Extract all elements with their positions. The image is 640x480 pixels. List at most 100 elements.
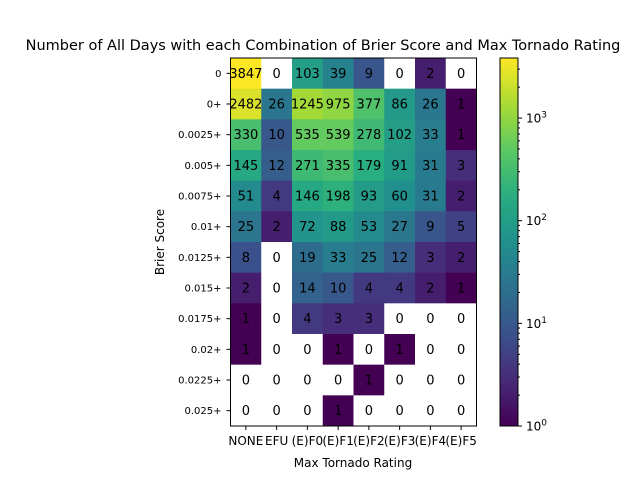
heatmap-cell [353,58,385,90]
heatmap-cell [230,364,262,396]
heatmap-cell [322,211,354,243]
heatmap-cell [322,272,354,304]
y-tick-label: 0.0225+ [178,376,221,387]
cell-value-label: 0 [303,404,311,419]
heatmap-cell [292,272,324,304]
heatmap-cell [261,150,293,182]
cell-value-label: 0 [272,404,280,419]
cell-value-label: 25 [238,220,255,235]
cell-value-label: 2 [457,190,465,205]
heatmap-cell [384,88,416,120]
cell-value-label: 335 [326,159,351,174]
cell-value-label: 146 [295,190,320,205]
cell-value-label: 9 [426,220,434,235]
heatmap-cell [322,88,354,120]
heatmap-cell [445,211,477,243]
heatmap-cell [415,242,447,274]
cell-value-label: 31 [422,159,439,174]
heatmap-cell [384,58,416,90]
heatmap-cell [230,150,262,182]
cell-value-label: 4 [365,282,373,297]
x-tick-label: (E)F2 [353,434,384,448]
heatmap-cell [261,395,293,427]
heatmap-cell [415,272,447,304]
cell-value-label: 330 [233,128,258,143]
cell-value-label: 0 [395,404,403,419]
heatmap-cell [230,272,262,304]
cell-value-label: 3 [334,312,342,327]
x-tick-label: NONE [228,434,263,448]
cell-value-label: 27 [391,220,408,235]
x-tick-label: (E)F3 [384,434,415,448]
cell-value-label: 25 [361,251,378,266]
heatmap-cell [322,334,354,366]
heatmap-cell [353,88,385,120]
cell-value-label: 145 [233,159,258,174]
cell-value-label: 0 [457,374,465,389]
heatmap-cell [384,150,416,182]
heatmap-cell [261,242,293,274]
cell-value-label: 1 [457,128,465,143]
heatmap-cell [322,180,354,212]
y-tick-label: 0 [215,69,221,80]
cell-value-label: 2 [426,282,434,297]
x-tick-label: EFU [265,434,288,448]
cell-value-label: 1 [242,343,250,358]
heatmap-cell [353,364,385,396]
heatmap-cell [261,119,293,151]
cell-value-label: 93 [361,190,378,205]
cell-value-label: 0 [365,404,373,419]
cell-value-label: 975 [326,98,351,113]
plot-frame [230,57,477,427]
x-tick-label: (E)F1 [322,434,353,448]
heatmap-cell [415,119,447,151]
cell-value-label: 1 [395,343,403,358]
colorbar-tick-label: 100 [526,419,547,434]
heatmap-cell [292,334,324,366]
heatmap-cell [230,211,262,243]
heatmap-cell [322,242,354,274]
y-axis-ticks: 0 0+ 0.0025+ 0.005+ 0.0075+ 0.01+ 0.0125+ 0.015… [178,69,231,417]
cell-value-label: 0 [242,404,250,419]
cell-value-label: 3 [457,159,465,174]
y-tick-label: 0.01+ [191,222,222,233]
cell-value-label: 10 [330,282,347,297]
heatmap-cell [415,150,447,182]
heatmap-cell [445,364,477,396]
cell-value-label: 26 [268,98,285,113]
heatmap-cell [445,88,477,120]
heatmap-cell [445,272,477,304]
heatmap-cell [292,364,324,396]
heatmap-cell [353,272,385,304]
y-tick-label: 0.0125+ [178,253,221,264]
colorbar [499,57,519,427]
cell-value-label: 1 [334,343,342,358]
y-tick-label: 0+ [207,100,222,111]
cell-value-label: 39 [330,67,347,82]
heatmap-cell [445,395,477,427]
cell-value-label: 0 [426,312,434,327]
cell-value-label: 0 [457,404,465,419]
cell-value-label: 0 [426,404,434,419]
heatmap-cell [230,180,262,212]
cell-value-label: 0 [272,282,280,297]
cell-value-label: 377 [356,98,381,113]
cell-value-label: 102 [387,128,412,143]
heatmap-cell [292,303,324,335]
y-tick-label: 0.02+ [191,345,222,356]
heatmap-cell [353,395,385,427]
cell-value-label: 0 [426,343,434,358]
cell-value-label: 19 [299,251,316,266]
cell-value-label: 539 [326,128,351,143]
cell-value-label: 0 [272,312,280,327]
heatmap-cell [230,395,262,427]
cell-value-label: 179 [356,159,381,174]
heatmap-cell [445,150,477,182]
cell-value-label: 0 [272,374,280,389]
cell-value-label: 2 [272,220,280,235]
x-axis-label: Max Tornado Rating [294,456,412,470]
heatmap-cell [445,58,477,90]
heatmap-cell [415,58,447,90]
heatmap-cell [415,180,447,212]
